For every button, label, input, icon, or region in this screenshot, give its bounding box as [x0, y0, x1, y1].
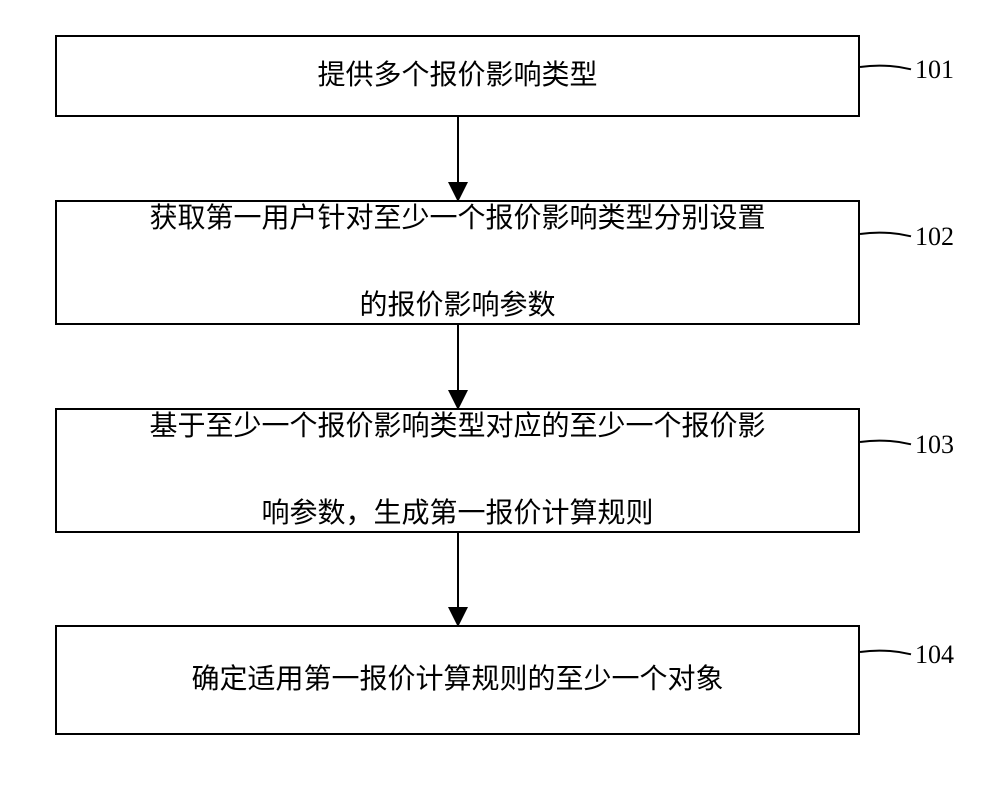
flow-node-3: 基于至少一个报价影响类型对应的至少一个报价影 响参数，生成第一报价计算规则 [55, 408, 860, 533]
flow-node-1: 提供多个报价影响类型 [55, 35, 860, 117]
flow-node-2-text: 获取第一用户针对至少一个报价影响类型分别设置 的报价影响参数 [149, 197, 765, 327]
flow-node-3-text: 基于至少一个报价影响类型对应的至少一个报价影 响参数，生成第一报价计算规则 [149, 405, 765, 535]
flow-node-4: 确定适用第一报价计算规则的至少一个对象 [55, 625, 860, 735]
flow-label-101: 101 [915, 55, 954, 85]
flowchart-container: 提供多个报价影响类型 获取第一用户针对至少一个报价影响类型分别设置 的报价影响参… [0, 0, 1000, 786]
flow-node-2: 获取第一用户针对至少一个报价影响类型分别设置 的报价影响参数 [55, 200, 860, 325]
flow-label-104: 104 [915, 640, 954, 670]
flow-node-4-text: 确定适用第一报价计算规则的至少一个对象 [191, 658, 723, 701]
flow-label-102: 102 [915, 222, 954, 252]
flow-node-1-text: 提供多个报价影响类型 [317, 54, 597, 97]
flow-label-103: 103 [915, 430, 954, 460]
